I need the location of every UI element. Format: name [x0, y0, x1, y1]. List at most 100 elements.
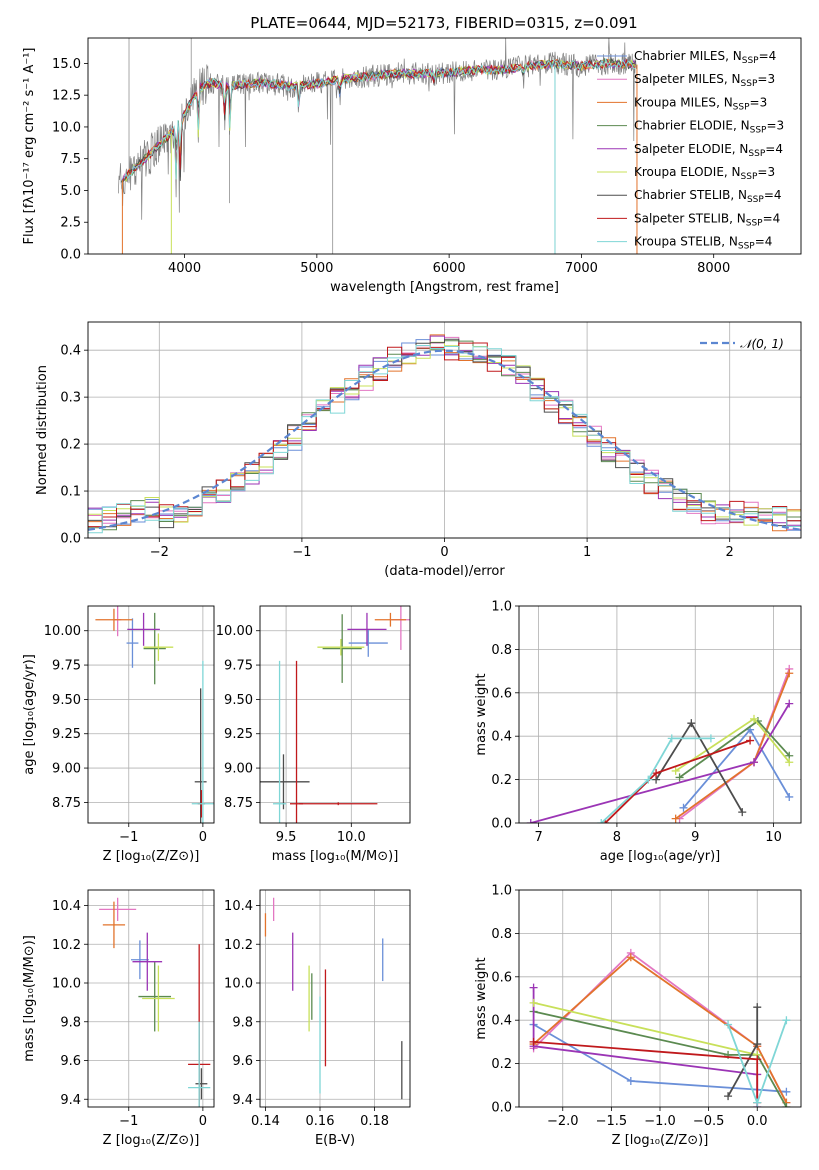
- x-tick-label: −2.0: [547, 1114, 579, 1129]
- y-axis-label: Flux [fλ10⁻¹⁷ erg cm⁻² s⁻¹ A⁻¹]: [22, 48, 37, 245]
- mass-weight-marker: [626, 1076, 635, 1085]
- x-tick-label: −1: [119, 1114, 138, 1129]
- x-tick-label: 2: [726, 545, 734, 560]
- x-tick-label: 6000: [433, 261, 466, 276]
- y-tick-label: 9.6: [60, 1054, 81, 1069]
- legend-label: Chabrier ELODIE, NSSP=3: [634, 119, 784, 136]
- x-tick-label: 8: [613, 830, 621, 845]
- legend-nssp-value: 3: [767, 72, 775, 86]
- legend-nssp-value: 3: [760, 95, 768, 109]
- y-tick-label: 0.0: [491, 1101, 512, 1116]
- y-tick-label: 8.75: [224, 796, 253, 811]
- legend-model-name: Chabrier STELIB: [634, 188, 730, 202]
- legend-subscript: SSP: [741, 172, 758, 182]
- legend-nssp-value: 3: [767, 165, 775, 179]
- mass-weight-marker: [738, 808, 747, 817]
- y-tick-label: 0.8: [491, 643, 512, 658]
- x-tick-label: 9: [691, 830, 699, 845]
- mass-weight-marker: [706, 734, 715, 743]
- mass-weight-line: [533, 1010, 788, 1107]
- x-tick-label: 0: [199, 830, 207, 845]
- mass-weight-marker: [753, 1098, 762, 1107]
- y-axis-label: Normed distribution: [35, 365, 50, 495]
- y-tick-label: 0.2: [491, 773, 512, 788]
- legend-n-prefix: , N: [730, 188, 747, 202]
- error-bar-point: [130, 940, 149, 980]
- x-tick-label: −1.0: [644, 1114, 676, 1129]
- error-bar-point: [299, 802, 378, 806]
- y-tick-label: 0.4: [60, 344, 81, 359]
- y-axis-label: mass weight: [474, 957, 489, 1039]
- mass-weight-line: [533, 1001, 758, 1056]
- mass-weight-marker: [671, 766, 680, 775]
- mass-weight-marker: [782, 1087, 791, 1096]
- axes-frame: [87, 321, 802, 539]
- error-bar-point: [95, 608, 133, 631]
- legend-equals: =: [757, 72, 767, 86]
- legend-model-name: Kroupa STELIB: [634, 235, 721, 249]
- y-tick-label: 9.8: [232, 1015, 253, 1030]
- y-tick-label: 10.00: [216, 624, 253, 639]
- error-bar-point: [317, 638, 365, 656]
- y-tick-label: 1.0: [491, 884, 512, 899]
- legend-n-prefix: , N: [721, 235, 738, 249]
- mass-vs-EBV-grid: [260, 890, 410, 1107]
- legend-label: Chabrier MILES, NSSP=4: [634, 49, 776, 66]
- y-tick-label: 0.1: [60, 485, 81, 500]
- legend-subscript: SSP: [738, 242, 755, 252]
- y-tick-label: 12.5: [52, 89, 81, 104]
- error-bar-point: [374, 612, 407, 627]
- residual-histogram-step: [88, 338, 801, 529]
- weight-vs-age-plot: [526, 664, 794, 823]
- x-tick-label: 7000: [565, 261, 598, 276]
- mass-weight-marker: [746, 736, 755, 745]
- age-vs-Z-plot: [95, 606, 214, 823]
- legend-label: 𝒩(0, 1): [740, 337, 784, 351]
- legend-label: Chabrier STELIB, NSSP=4: [634, 188, 782, 205]
- mass-weight-marker: [724, 1020, 733, 1029]
- legend-equals: =: [763, 211, 773, 225]
- y-tick-label: 0.2: [60, 438, 81, 453]
- legend-nssp-value: 4: [773, 211, 781, 225]
- y-axis-label: age [log₁₀(age/yr)]: [22, 654, 37, 775]
- residuals-plot: [88, 334, 801, 534]
- mass-weight-marker: [644, 775, 653, 784]
- y-tick-label: 9.75: [52, 659, 81, 674]
- y-tick-label: 0.8: [491, 927, 512, 942]
- residual-histogram-step: [88, 345, 801, 534]
- x-tick-label: 0: [440, 545, 448, 560]
- y-tick-label: 9.00: [52, 762, 81, 777]
- mass-weight-marker: [785, 699, 794, 708]
- x-tick-label: −1.5: [596, 1114, 628, 1129]
- age-vs-Z-grid: [88, 606, 214, 823]
- x-tick-label: 0.18: [360, 1114, 389, 1129]
- x-tick-label: 0.14: [251, 1114, 280, 1129]
- x-axis-label: age [log₁₀(age/yr)]: [600, 849, 721, 864]
- mass-weight-marker: [782, 1016, 791, 1025]
- mass-weight-marker: [782, 1103, 791, 1107]
- x-tick-label: 10.0: [337, 830, 366, 845]
- axes-frame: [259, 605, 411, 824]
- legend-subscript: SSP: [741, 79, 758, 89]
- y-tick-label: 9.4: [232, 1093, 253, 1108]
- y-axis-label: mass weight: [474, 673, 489, 755]
- mass-weight-marker: [529, 1037, 538, 1046]
- legend-nssp-value: 4: [774, 188, 782, 202]
- legend-n-prefix: , N: [733, 119, 750, 133]
- y-tick-label: 9.00: [224, 762, 253, 777]
- y-tick-label: 5.0: [60, 184, 81, 199]
- error-bar-point: [102, 901, 126, 949]
- residual-histogram-step: [88, 341, 801, 526]
- y-tick-label: 0.0: [491, 817, 512, 832]
- x-axis-label: Z [log₁₀(Z/Z⊙)]: [612, 1133, 709, 1148]
- legend-label: Kroupa STELIB, NSSP=4: [634, 235, 772, 252]
- residual-histogram-step: [88, 342, 801, 528]
- mass-weight-marker: [667, 734, 676, 743]
- x-tick-label: −0.5: [693, 1114, 725, 1129]
- mass-weight-marker: [675, 773, 684, 782]
- mass-weight-marker: [526, 819, 535, 823]
- x-tick-label: 10: [765, 830, 782, 845]
- legend-label: Salpeter STELIB, NSSP=4: [634, 211, 780, 228]
- x-axis-label: wavelength [Angstrom, rest frame]: [330, 280, 559, 295]
- mass-vs-EBV-plot: [264, 897, 403, 1100]
